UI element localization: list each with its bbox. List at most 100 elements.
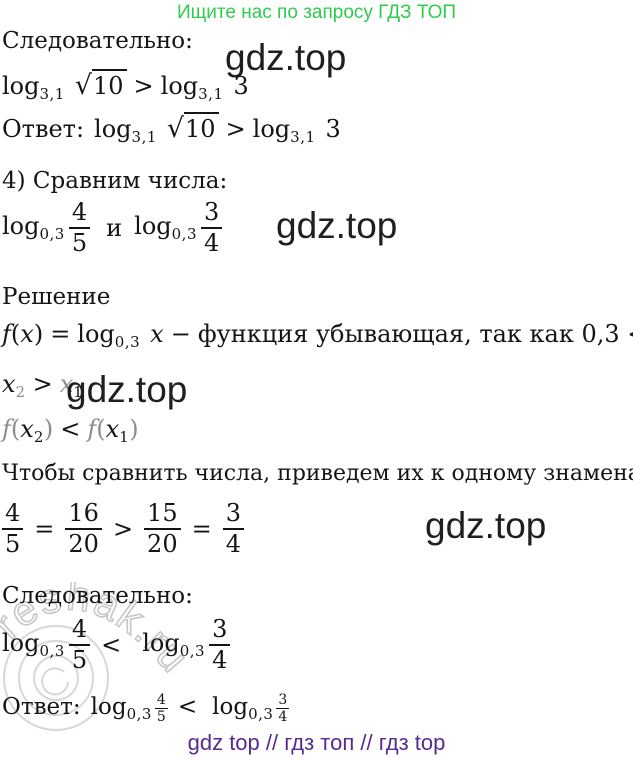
operator: = <box>34 514 55 543</box>
subscript: 1 <box>73 383 84 401</box>
operator: > <box>32 370 53 398</box>
reduce-denominator-text: Чтобы сравнить числа, приведем их к одно… <box>2 461 633 486</box>
subscript: 2 <box>33 428 44 446</box>
subscript: 2 <box>15 383 26 401</box>
fraction-denominator: 20 <box>68 529 99 558</box>
log-base-subscript: 3,1 <box>290 128 316 146</box>
math-token: ( <box>10 320 21 348</box>
math-token: ( <box>10 415 21 443</box>
fraction-denominator: 20 <box>147 529 178 558</box>
math-token: f <box>2 415 11 443</box>
operator: = <box>50 320 71 348</box>
fraction-numerator: 3 <box>276 692 290 710</box>
math-token: log <box>134 212 172 241</box>
log-base-subscript: 3,1 <box>39 85 65 103</box>
subscript: 1 <box>119 428 130 446</box>
operator: > <box>112 514 134 543</box>
fraction-denominator: 4 <box>204 228 220 257</box>
math-token: x <box>105 415 120 443</box>
math-token: x <box>150 320 164 348</box>
formula-sqrt-comparison: log3,1 √10 > log3,1 3 <box>2 69 249 103</box>
fraction-denominator: 4 <box>212 645 228 674</box>
log-base-subscript: 3,1 <box>198 85 224 103</box>
log-function: log0,3 <box>2 629 65 660</box>
math-token: log <box>2 72 40 100</box>
math-token: ) <box>33 320 44 348</box>
math-token: f <box>2 320 11 348</box>
math-token: log <box>77 320 115 348</box>
log-base-subscript: 0,3 <box>126 705 152 724</box>
fraction-numerator: 3 <box>209 616 231 646</box>
task-4-heading: 4) Сравним числа: <box>2 168 228 194</box>
operator: > <box>225 115 246 143</box>
math-token: log <box>90 694 127 721</box>
gdz-watermark-4: gdz.top <box>425 505 547 546</box>
log-function: log0,3 <box>134 212 197 243</box>
fraction-numerator: 3 <box>201 199 223 229</box>
operator: < <box>101 630 122 659</box>
operator: − <box>170 320 191 348</box>
math-token: x <box>20 320 34 348</box>
math-token: log <box>142 629 180 658</box>
fraction-denominator: 5 <box>71 228 88 257</box>
log-function: log0,3 <box>2 212 65 243</box>
solution-label: Решение <box>2 284 111 310</box>
fraction-denominator: 5 <box>5 529 21 558</box>
therefore-label-1: Следовательно: <box>2 28 193 54</box>
log-base-subscript: 0,3 <box>39 225 65 244</box>
math-token: x <box>2 370 16 398</box>
explanation-text: функция убывающая, так как 0,3 < 1 <box>197 320 633 348</box>
log-function: log0,3 <box>142 629 205 660</box>
formula-x-comparison: x2 > x1 <box>2 370 83 401</box>
gdz-watermark-2: gdz.top <box>276 205 398 246</box>
operator: > <box>133 72 154 100</box>
therefore-label-2: Следовательно: <box>2 583 193 609</box>
math-token: log <box>252 115 291 143</box>
math-token: f <box>87 415 97 443</box>
sqrt-argument: 10 <box>91 69 127 100</box>
sqrt-icon: √ <box>74 70 92 101</box>
math-token: log <box>160 72 199 100</box>
operator: = <box>191 514 212 543</box>
log-base-subscript: 0,3 <box>179 642 206 661</box>
math-token: x <box>59 370 74 398</box>
math-token: log <box>94 115 132 143</box>
fraction-denominator: 5 <box>156 709 166 726</box>
fraction-numerator: 4 <box>154 692 168 710</box>
formula-f-comparison: f(x2) < f(x1) <box>2 415 139 446</box>
log-base-subscript: 0,3 <box>248 705 274 724</box>
sqrt-icon: √ <box>166 113 185 144</box>
log-base-subscript: 3,1 <box>131 128 157 146</box>
answer-line-2: Ответ: log0,3 4 5 < log0,3 3 4 <box>2 692 292 725</box>
math-token: x <box>20 415 34 443</box>
math-token: log <box>212 694 249 721</box>
fraction-numerator: 3 <box>222 500 244 530</box>
fraction-numerator: 4 <box>68 199 91 229</box>
math-token: ) <box>129 415 139 443</box>
log-base-subscript: 0,3 <box>114 333 141 351</box>
answer-prefix: Ответ: <box>2 115 85 143</box>
fraction-numerator: 4 <box>68 616 91 646</box>
answer-line-1: Ответ: log3,1 √10 > log3,1 3 <box>2 112 341 146</box>
fraction-numerator: 16 <box>65 500 102 530</box>
fraction: 16 20 <box>65 500 102 558</box>
fraction-denominator: 4 <box>225 529 241 558</box>
math-token: log <box>2 629 40 658</box>
log-base-subscript: 0,3 <box>171 225 197 244</box>
math-token: log <box>2 212 40 241</box>
fraction-denominator: 5 <box>71 645 88 674</box>
fraction-numerator: 4 <box>2 500 24 530</box>
fraction-numerator: 15 <box>144 500 181 530</box>
operator: < <box>177 694 198 721</box>
answer-prefix: Ответ: <box>2 694 81 721</box>
fraction-denominator: 4 <box>278 709 288 726</box>
promo-banner: Ищите нас по запросу ГДЗ ТОП <box>176 2 457 23</box>
math-token: ( <box>96 415 106 443</box>
